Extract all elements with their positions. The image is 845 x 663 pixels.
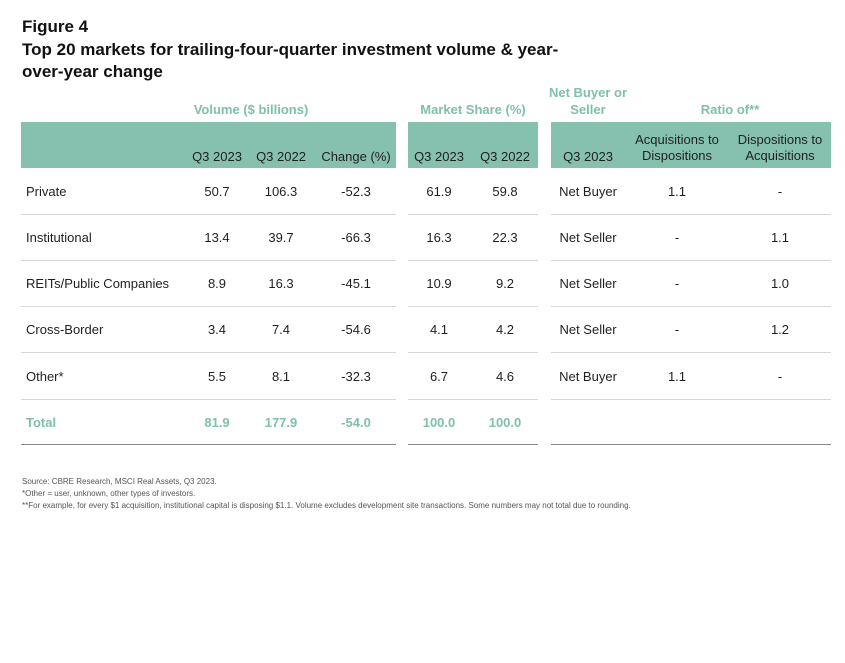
row-divider <box>21 306 396 307</box>
cell-acq: - <box>674 230 680 245</box>
row-label-reits: REITs/Public Companies <box>26 276 170 291</box>
row-divider <box>21 214 396 215</box>
row-divider <box>551 260 831 261</box>
cell-ms-2023: 100.0 <box>422 415 456 430</box>
row-divider <box>551 352 831 353</box>
row-divider <box>551 399 831 400</box>
cell-acq: - <box>674 276 680 291</box>
cell-vol-2023: 3.4 <box>207 322 227 337</box>
col-header-acq-to-disp: Acquisitions to Dispositions <box>635 132 719 163</box>
footnote-source: Source: CBRE Research, MSCI Real Assets,… <box>22 477 217 486</box>
table-bottom-rule <box>551 444 831 445</box>
cell-net: Net Buyer <box>559 184 617 199</box>
cell-disp: 1.1 <box>770 230 790 245</box>
cell-vol-2023: 8.9 <box>207 276 227 291</box>
header-bar-market-share <box>408 122 538 168</box>
header-bar-volume <box>21 122 396 168</box>
cell-change: -52.3 <box>341 184 371 199</box>
footnote-example: **For example, for every $1 acquisition,… <box>22 501 631 510</box>
row-label-cross-border: Cross-Border <box>26 322 104 337</box>
group-header-market-share: Market Share (%) <box>420 102 526 117</box>
row-label-institutional: Institutional <box>26 230 92 245</box>
cell-change: -54.0 <box>341 415 371 430</box>
col-header-nb-q3-2023: Q3 2023 <box>563 149 613 164</box>
figure-label: Figure 4 <box>22 17 89 36</box>
cell-change: -66.3 <box>341 230 371 245</box>
figure-title: Top 20 markets for trailing-four-quarter… <box>22 40 559 81</box>
row-divider <box>551 306 831 307</box>
cell-disp: 1.2 <box>770 322 790 337</box>
table-bottom-rule <box>408 444 538 445</box>
group-header-ratio: Ratio of** <box>700 102 760 117</box>
cell-vol-2022: 16.3 <box>268 276 294 291</box>
cell-vol-2023: 50.7 <box>204 184 230 199</box>
cell-ms-2023: 6.7 <box>429 369 449 384</box>
header-bar-net-ratio <box>551 122 831 168</box>
cell-vol-2022: 39.7 <box>268 230 294 245</box>
row-divider <box>21 260 396 261</box>
cell-ms-2022: 59.8 <box>492 184 518 199</box>
cell-vol-2023: 81.9 <box>204 415 230 430</box>
row-label-private: Private <box>26 184 67 199</box>
cell-vol-2022: 106.3 <box>264 184 298 199</box>
cell-acq: 1.1 <box>667 369 687 384</box>
cell-ms-2022: 9.2 <box>495 276 515 291</box>
row-divider <box>21 352 396 353</box>
col-header-vol-q3-2022: Q3 2022 <box>256 149 306 164</box>
cell-net: Net Seller <box>559 322 617 337</box>
cell-change: -45.1 <box>341 276 371 291</box>
cell-disp: - <box>777 184 783 199</box>
cell-acq: - <box>674 322 680 337</box>
cell-change: -54.6 <box>341 322 371 337</box>
row-label-other: Other* <box>26 369 64 384</box>
cell-net: Net Seller <box>559 276 617 291</box>
cell-ms-2022: 100.0 <box>488 415 522 430</box>
cell-acq: 1.1 <box>667 184 687 199</box>
row-divider <box>551 214 831 215</box>
cell-vol-2023: 13.4 <box>204 230 230 245</box>
row-divider <box>21 399 396 400</box>
cell-ms-2022: 4.6 <box>495 369 515 384</box>
row-label-total: Total <box>26 415 57 430</box>
cell-ms-2023: 61.9 <box>426 184 452 199</box>
cell-vol-2023: 5.5 <box>207 369 227 384</box>
cell-ms-2023: 10.9 <box>426 276 452 291</box>
row-divider <box>408 214 538 215</box>
row-divider <box>408 352 538 353</box>
col-header-disp-to-acq: Dispositions to Acquisitions <box>737 132 823 163</box>
table-bottom-rule <box>21 444 396 445</box>
cell-ms-2023: 16.3 <box>426 230 452 245</box>
row-divider <box>408 399 538 400</box>
col-header-ms-q3-2023: Q3 2023 <box>414 149 464 164</box>
cell-vol-2022: 8.1 <box>271 369 291 384</box>
group-header-net-buyer: Net Buyer or Seller <box>548 85 628 117</box>
cell-ms-2022: 4.2 <box>495 322 515 337</box>
cell-change: -32.3 <box>341 369 371 384</box>
row-divider <box>408 306 538 307</box>
cell-net: Net Buyer <box>559 369 617 384</box>
footnote-other: *Other = user, unknown, other types of i… <box>22 489 196 498</box>
cell-disp: 1.0 <box>770 276 790 291</box>
cell-disp: - <box>777 369 783 384</box>
col-header-ms-q3-2022: Q3 2022 <box>480 149 530 164</box>
cell-ms-2023: 4.1 <box>429 322 449 337</box>
cell-ms-2022: 22.3 <box>492 230 518 245</box>
cell-vol-2022: 7.4 <box>271 322 291 337</box>
col-header-vol-change: Change (%) <box>321 149 391 164</box>
group-header-volume: Volume ($ billions) <box>193 102 309 117</box>
row-divider <box>408 260 538 261</box>
cell-vol-2022: 177.9 <box>264 415 298 430</box>
col-header-vol-q3-2023: Q3 2023 <box>192 149 242 164</box>
cell-net: Net Seller <box>559 230 617 245</box>
